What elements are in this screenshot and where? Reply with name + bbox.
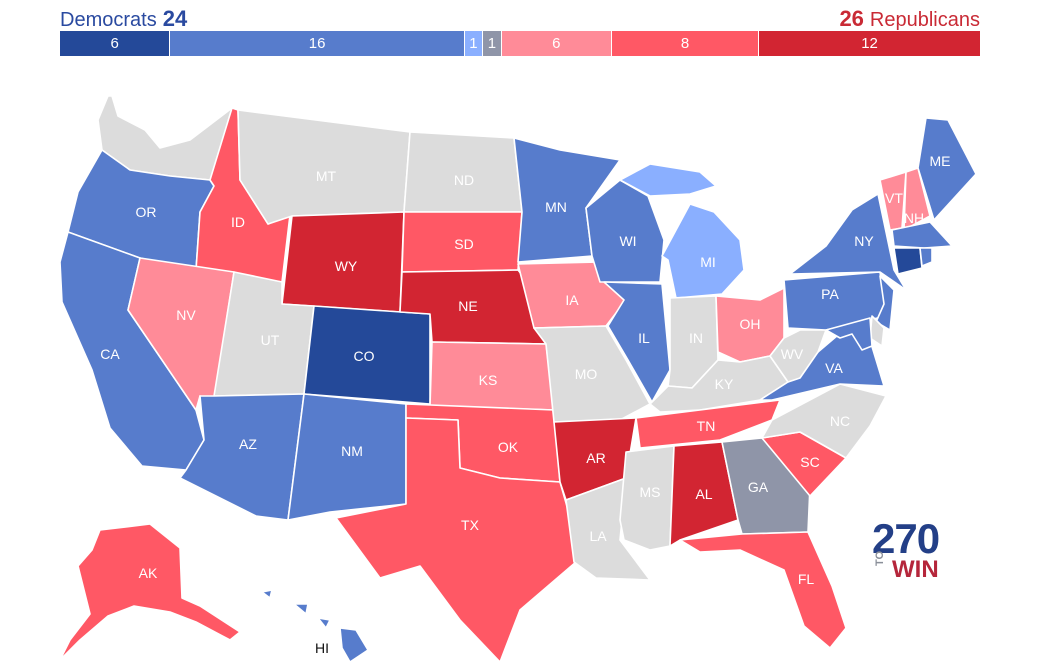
state-al[interactable]	[669, 441, 739, 547]
state-label-ga: GA	[748, 479, 769, 495]
state-label-ms: MS	[640, 484, 661, 500]
state-label-nh: NH	[904, 210, 924, 226]
state-label-nd: ND	[454, 172, 474, 188]
logo-win: WIN	[892, 556, 939, 583]
state-mi[interactable]	[619, 163, 745, 299]
state-ma[interactable]	[891, 221, 953, 249]
state-label-nm: NM	[341, 443, 363, 459]
democrats-count: 24	[162, 6, 188, 31]
state-label-co: CO	[354, 348, 375, 364]
republicans-label: Republicans	[869, 9, 980, 31]
state-label-hi: HI	[315, 640, 329, 656]
state-label-vt: VT	[885, 190, 903, 206]
seat-balance-bar: 6 16 1 1 6 8 12	[60, 31, 980, 56]
republicans-count: 26	[839, 6, 864, 31]
state-label-id: ID	[231, 214, 245, 230]
state-label-wy: WY	[335, 258, 358, 274]
state-label-fl: FL	[798, 571, 815, 587]
state-label-sc: SC	[800, 454, 819, 470]
state-label-ia: IA	[565, 292, 579, 308]
state-az[interactable]	[179, 393, 305, 521]
state-label-oh: OH	[740, 316, 761, 332]
state-label-pa: PA	[821, 286, 839, 302]
bar-segment: 8	[611, 31, 760, 56]
state-label-al: AL	[695, 486, 712, 502]
bar-segment: 1	[464, 31, 484, 56]
state-label-il: IL	[638, 330, 650, 346]
state-label-mi: MI	[700, 254, 716, 270]
header: Democrats 24 26 Republicans	[60, 4, 980, 32]
state-label-ak: AK	[139, 565, 158, 581]
state-label-wa: WA	[161, 127, 184, 143]
state-label-mn: MN	[545, 199, 567, 215]
state-label-nv: NV	[176, 307, 196, 323]
state-ak[interactable]	[59, 523, 241, 661]
state-label-mo: MO	[575, 366, 598, 382]
state-hi[interactable]	[261, 589, 369, 663]
state-label-ks: KS	[479, 372, 498, 388]
logo-270: 270	[872, 515, 940, 562]
state-label-ny: NY	[854, 233, 874, 249]
state-labels: WA OR CA ID NV MT WY UT AZ CO NM ND SD NE KS OK TX MN IA MO…	[100, 127, 950, 656]
state-ri[interactable]	[919, 247, 933, 267]
republicans-total: 26 Republicans	[839, 6, 980, 32]
states-layer	[59, 95, 977, 663]
state-ny[interactable]	[789, 193, 907, 291]
state-tx[interactable]	[335, 417, 577, 663]
state-il[interactable]	[603, 281, 671, 403]
state-label-ut: UT	[261, 332, 280, 348]
state-label-ar: AR	[586, 450, 605, 466]
state-label-or: OR	[136, 204, 157, 220]
state-label-in: IN	[689, 330, 703, 346]
bar-segment: 6	[60, 31, 171, 56]
state-label-mt: MT	[316, 168, 337, 184]
state-label-la: LA	[589, 528, 607, 544]
logo-to: TO	[874, 550, 886, 566]
state-mt[interactable]	[237, 109, 411, 225]
state-label-ne: NE	[458, 298, 477, 314]
state-nc[interactable]	[761, 383, 887, 459]
state-label-nc: NC	[830, 413, 850, 429]
us-map: WA OR CA ID NV MT WY UT AZ CO NM ND SD NE KS OK TX MN IA MO…	[59, 95, 977, 663]
state-label-az: AZ	[239, 436, 257, 452]
state-wv[interactable]	[769, 329, 827, 383]
state-label-sd: SD	[454, 236, 473, 252]
state-label-tx: TX	[461, 517, 480, 533]
state-label-va: VA	[825, 360, 843, 376]
state-label-me: ME	[930, 153, 951, 169]
state-nm[interactable]	[287, 393, 407, 521]
state-fl[interactable]	[679, 531, 847, 649]
state-me[interactable]	[917, 117, 977, 221]
state-nh[interactable]	[903, 167, 931, 231]
state-md[interactable]	[825, 317, 873, 351]
democrats-total: Democrats 24	[60, 6, 187, 32]
bar-segment: 6	[501, 31, 612, 56]
state-label-ca: CA	[100, 346, 120, 362]
state-label-ky: KY	[715, 376, 734, 392]
state-label-ok: OK	[498, 439, 519, 455]
state-ct[interactable]	[893, 247, 923, 275]
state-mo[interactable]	[533, 325, 651, 423]
bar-segment: 12	[759, 31, 980, 56]
democrats-label: Democrats	[60, 9, 157, 31]
state-label-wi: WI	[619, 233, 636, 249]
state-label-tn: TN	[697, 418, 716, 434]
bar-segment: 1	[483, 31, 502, 56]
270towin-logo: 270 TO WIN	[872, 518, 944, 584]
bar-segment: 16	[170, 31, 465, 56]
state-label-wv: WV	[781, 346, 804, 362]
